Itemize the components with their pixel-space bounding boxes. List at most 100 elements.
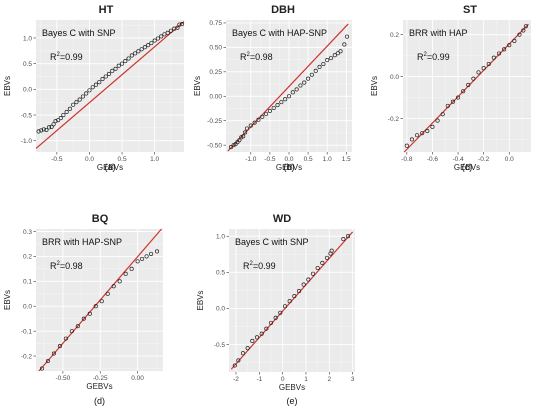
r2-value: 0.98 [255,52,273,62]
data-point [294,87,299,92]
y-axis-title: EBVs [3,290,12,310]
x-tick-label: -1 [256,376,262,383]
data-point [120,61,125,66]
data-point [87,88,92,93]
x-tick-label: -2 [233,376,239,383]
data-point [250,338,255,343]
data-point [430,124,435,129]
y-tick-label: -0.5 [214,342,226,349]
data-point [149,41,154,46]
data-point [243,130,248,135]
data-point [317,64,322,69]
data-point [51,351,56,356]
data-point [148,251,154,256]
data-point [264,326,269,331]
data-point [313,68,318,73]
data-point [486,61,491,67]
data-point [496,51,502,56]
data-point [136,49,141,54]
data-point [144,254,149,259]
panel-ht: HT -0.5 0.0 0.5 1.0 -1.0 -0.5 0.0 0.5 1.0 Bayes C … [3,4,185,172]
data-point [491,55,496,60]
y-tick-label: -0.2 [21,353,33,360]
data-point [44,127,49,132]
x-tick-label: 0.00 [131,375,144,382]
data-point [290,90,295,95]
data-point [267,108,272,113]
y-tick-label: 0.0 [216,306,225,313]
data-point [152,38,157,43]
data-point [99,299,104,304]
data-point [105,291,110,296]
data-point [517,32,522,37]
x-tick-label: -0.4 [452,156,464,163]
panel-caption: (e) [287,396,298,406]
data-point [84,91,89,96]
data-point [61,112,66,118]
data-point [126,56,131,61]
data-point [146,43,151,48]
data-point [338,49,343,54]
data-point [63,336,68,341]
data-point [69,329,74,334]
data-point [341,237,346,242]
data-point [256,117,261,122]
data-point [93,82,99,87]
panel-title: DBH [271,4,295,16]
data-point [471,76,476,81]
data-point [283,97,288,102]
data-point [175,25,180,30]
data-point [254,335,260,340]
data-point [93,304,98,309]
data-point [58,116,63,121]
x-tick-label: 1.0 [323,156,332,163]
r2-value: 0.99 [65,52,83,62]
y-tick-label: 0.75 [209,20,222,27]
data-point [306,76,311,81]
x-tick-label: -1.0 [245,156,257,163]
y-tick-label: -0.5 [21,112,33,119]
data-point [287,299,292,304]
data-point [228,145,234,150]
x-tick-label: 1.5 [342,156,351,163]
r2-value: 0.99 [258,261,276,271]
r2-value: 0.99 [432,52,450,62]
data-point [264,111,269,116]
data-point [309,72,314,77]
data-point [51,122,56,127]
data-point [113,66,118,71]
data-point [123,271,128,276]
y-tick-label: 0.5 [23,61,32,68]
method-label: BRR with HAP-SNP [42,237,122,247]
data-point [329,248,334,253]
x-tick-label: -0.5 [264,156,276,163]
data-point [177,22,182,27]
x-tick-label: 0.0 [284,156,293,163]
data-point [306,277,311,282]
panel-caption: (b) [284,162,295,172]
data-point [97,80,102,85]
data-point [252,120,257,125]
data-point [49,124,54,129]
x-tick-label: -0.8 [401,156,413,163]
panel-title: WD [273,213,291,225]
y-tick-label: 0.00 [209,94,222,101]
data-point [502,47,507,52]
data-point [41,127,46,132]
data-point [275,103,280,108]
data-point [80,94,85,99]
data-point [75,324,80,329]
method-label: Bayes C with HAP-SNP [232,28,327,38]
y-tick-label: 0.3 [23,229,32,236]
x-axis-title: GEBVs [279,383,305,392]
data-point [507,43,512,48]
y-tick-label: 1.0 [216,234,225,241]
y-axis-title: EBVs [193,76,202,96]
data-point [404,143,409,148]
data-point [445,103,450,108]
method-label: BRR with HAP [409,28,468,38]
data-point [133,51,138,56]
x-axis-title: GEBVs [97,163,123,172]
data-point [36,129,41,134]
panel-title: ST [463,4,477,16]
